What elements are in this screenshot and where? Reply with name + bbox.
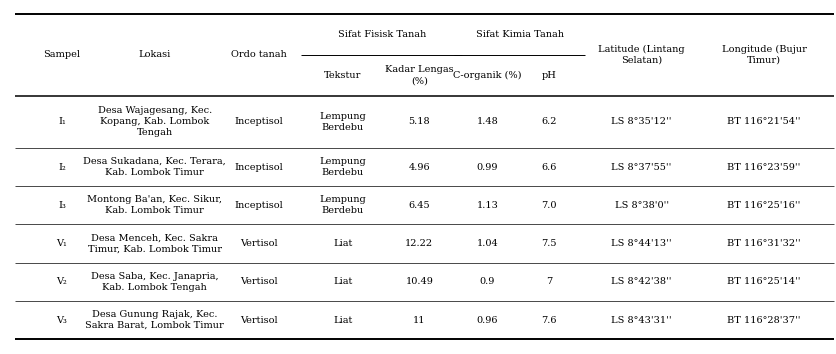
Text: 7.6: 7.6 — [541, 315, 557, 325]
Text: LS 8°43'31'': LS 8°43'31'' — [611, 315, 672, 325]
Text: Lokasi: Lokasi — [139, 50, 171, 59]
Text: 7.0: 7.0 — [541, 201, 557, 210]
Text: 5.18: 5.18 — [409, 117, 430, 126]
Text: C-organik (%): C-organik (%) — [453, 71, 522, 80]
Text: Montong Ba'an, Kec. Sikur,
Kab. Lombok Timur: Montong Ba'an, Kec. Sikur, Kab. Lombok T… — [87, 195, 222, 215]
Text: Desa Sukadana, Kec. Terara,
Kab. Lombok Timur: Desa Sukadana, Kec. Terara, Kab. Lombok … — [84, 157, 226, 177]
Text: Tekstur: Tekstur — [324, 71, 361, 80]
Text: 12.22: 12.22 — [405, 239, 433, 248]
Text: V₂: V₂ — [57, 277, 67, 286]
Text: BT 116°21'54'': BT 116°21'54'' — [727, 117, 801, 126]
Text: BT 116°25'14'': BT 116°25'14'' — [727, 277, 801, 286]
Text: 0.99: 0.99 — [477, 162, 498, 172]
Text: Lempung
Berdebu: Lempung Berdebu — [319, 195, 366, 215]
Text: Inceptisol: Inceptisol — [235, 201, 283, 210]
Text: 1.48: 1.48 — [477, 117, 498, 126]
Text: Vertisol: Vertisol — [240, 239, 278, 248]
Text: BT 116°25'16'': BT 116°25'16'' — [727, 201, 801, 210]
Text: 0.9: 0.9 — [480, 277, 495, 286]
Text: Liat: Liat — [333, 239, 353, 248]
Text: LS 8°38'0'': LS 8°38'0'' — [614, 201, 669, 210]
Text: Sifat Fisisk Tanah: Sifat Fisisk Tanah — [338, 30, 426, 39]
Text: Vertisol: Vertisol — [240, 315, 278, 325]
Text: Lempung
Berdebu: Lempung Berdebu — [319, 157, 366, 177]
Text: I₃: I₃ — [58, 201, 66, 210]
Text: LS 8°35'12'': LS 8°35'12'' — [611, 117, 672, 126]
Text: I₁: I₁ — [58, 117, 66, 126]
Text: Liat: Liat — [333, 315, 353, 325]
Text: 6.2: 6.2 — [541, 117, 557, 126]
Text: Liat: Liat — [333, 277, 353, 286]
Text: Inceptisol: Inceptisol — [235, 162, 283, 172]
Text: V₃: V₃ — [56, 315, 68, 325]
Text: Desa Wajagesang, Kec.
Kopang, Kab. Lombok
Tengah: Desa Wajagesang, Kec. Kopang, Kab. Lombo… — [98, 106, 212, 137]
Text: 6.6: 6.6 — [541, 162, 557, 172]
Text: 6.45: 6.45 — [409, 201, 430, 210]
Text: Kadar Lengas
(%): Kadar Lengas (%) — [385, 65, 454, 85]
Text: Sampel: Sampel — [43, 50, 80, 59]
Text: 10.49: 10.49 — [405, 277, 433, 286]
Text: 1.13: 1.13 — [477, 201, 498, 210]
Text: Lempung
Berdebu: Lempung Berdebu — [319, 112, 366, 132]
Text: 11: 11 — [413, 315, 426, 325]
Text: Sifat Kimia Tanah: Sifat Kimia Tanah — [476, 30, 563, 39]
Text: LS 8°42'38'': LS 8°42'38'' — [611, 277, 672, 286]
Text: 7: 7 — [546, 277, 552, 286]
Text: Longitude (Bujur
Timur): Longitude (Bujur Timur) — [721, 45, 807, 65]
Text: 4.96: 4.96 — [409, 162, 430, 172]
Text: Inceptisol: Inceptisol — [235, 117, 283, 126]
Text: Desa Menceh, Kec. Sakra
Timur, Kab. Lombok Timur: Desa Menceh, Kec. Sakra Timur, Kab. Lomb… — [88, 234, 222, 253]
Text: Desa Saba, Kec. Janapria,
Kab. Lombok Tengah: Desa Saba, Kec. Janapria, Kab. Lombok Te… — [91, 272, 218, 292]
Text: 7.5: 7.5 — [541, 239, 557, 248]
Text: BT 116°31'32'': BT 116°31'32'' — [727, 239, 801, 248]
Text: LS 8°37'55'': LS 8°37'55'' — [611, 162, 672, 172]
Text: BT 116°23'59'': BT 116°23'59'' — [727, 162, 801, 172]
Text: pH: pH — [542, 71, 556, 80]
Text: BT 116°28'37'': BT 116°28'37'' — [727, 315, 801, 325]
Text: LS 8°44'13'': LS 8°44'13'' — [611, 239, 672, 248]
Text: 0.96: 0.96 — [477, 315, 498, 325]
Text: I₂: I₂ — [58, 162, 66, 172]
Text: Latitude (Lintang
Selatan): Latitude (Lintang Selatan) — [599, 45, 685, 65]
Text: Vertisol: Vertisol — [240, 277, 278, 286]
Text: Desa Gunung Rajak, Kec.
Sakra Barat, Lombok Timur: Desa Gunung Rajak, Kec. Sakra Barat, Lom… — [85, 310, 224, 330]
Text: 1.04: 1.04 — [477, 239, 498, 248]
Text: Ordo tanah: Ordo tanah — [232, 50, 287, 59]
Text: V₁: V₁ — [56, 239, 68, 248]
